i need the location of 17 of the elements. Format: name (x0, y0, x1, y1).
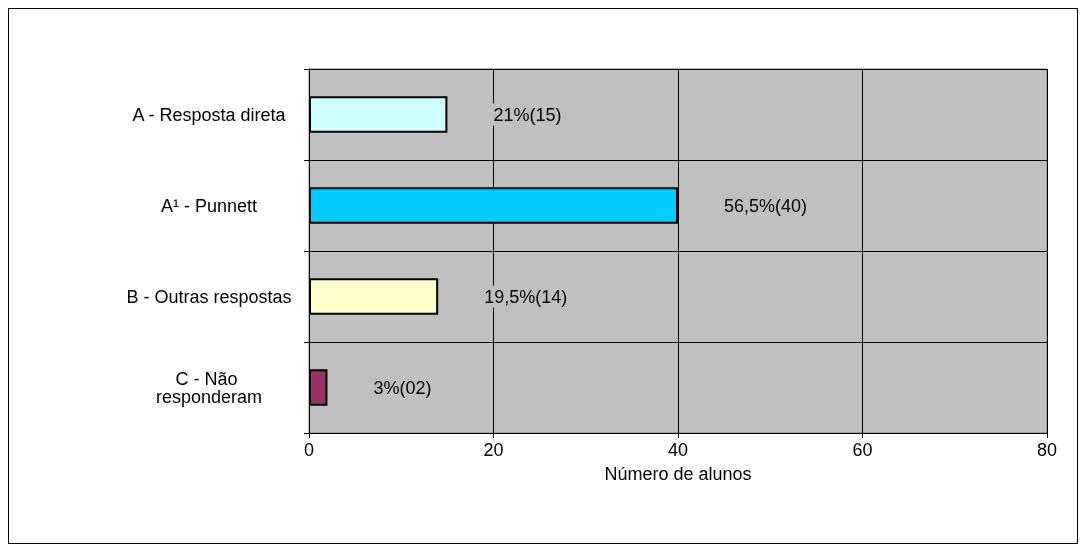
bar (309, 369, 328, 406)
data-label: 21%(15) (493, 104, 562, 125)
data-label: 3%(02) (373, 377, 432, 398)
x-axis-title: Número de alunos (604, 464, 752, 484)
x-tick-label: 40 (667, 440, 689, 460)
y-tick-label: A¹ - Punnett (160, 195, 258, 216)
y-tick-label: C - Não responderam (155, 368, 263, 407)
x-tick-label: 0 (303, 440, 315, 460)
y-tick-label: A - Resposta direta (132, 104, 287, 125)
y-tick-label: B - Outras respostas (126, 286, 292, 307)
data-label: 19,5%(14) (484, 286, 568, 307)
x-tick-label: 60 (852, 440, 873, 460)
x-tick-label: 80 (1036, 440, 1058, 460)
data-label: 56,5%(40) (724, 195, 808, 216)
bar (309, 278, 439, 315)
x-tick-label: 20 (483, 440, 504, 460)
bar (309, 96, 448, 133)
